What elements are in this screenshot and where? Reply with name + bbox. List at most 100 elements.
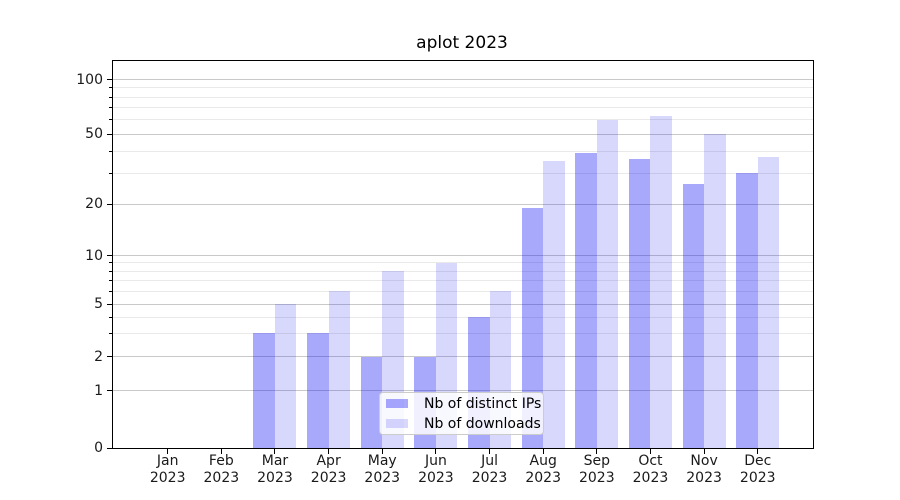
x-label-year: 2023 xyxy=(257,470,293,486)
x-label-year: 2023 xyxy=(364,470,401,486)
legend-label-distinct-ips: Nb of distinct IPs xyxy=(424,395,542,412)
x-axis-tick-label: May 2023 xyxy=(342,453,422,487)
y-axis-minor-tick xyxy=(109,96,112,98)
x-axis-tick-label: Nov 2023 xyxy=(664,453,744,487)
x-label-month: Aug xyxy=(529,453,557,469)
y-axis-tick xyxy=(107,390,112,391)
x-axis-tick xyxy=(167,449,169,454)
bar-downloads-sep xyxy=(596,119,619,448)
x-label-year: 2023 xyxy=(525,470,561,486)
bar-downloads-oct xyxy=(650,116,672,448)
x-axis-tick-label: Oct 2023 xyxy=(610,453,690,487)
x-axis-tick xyxy=(328,449,330,454)
x-label-month: Dec xyxy=(744,453,772,469)
y-axis-minor-tick xyxy=(109,332,112,334)
y-axis-minor-tick xyxy=(109,280,112,282)
y-axis-minor-tick xyxy=(109,262,112,264)
gridline-minor xyxy=(113,262,813,264)
x-label-year: 2023 xyxy=(739,470,776,486)
bar-distinct-ips-mar xyxy=(253,333,275,448)
y-axis-tick-label: 100 xyxy=(76,71,103,88)
legend: Nb of distinct IPs Nb of downloads xyxy=(379,392,544,435)
chart-title: aplot 2023 xyxy=(416,33,508,53)
legend-swatch-distinct-ips xyxy=(386,399,408,408)
x-axis-tick-label: Jul 2023 xyxy=(450,453,530,487)
x-axis-tick xyxy=(703,449,705,454)
x-label-year: 2023 xyxy=(686,470,722,486)
gridline-major xyxy=(113,255,813,256)
y-axis-tick xyxy=(107,447,112,449)
x-label-month: May xyxy=(367,453,397,469)
gridline-minor xyxy=(113,87,813,89)
y-axis-tick xyxy=(107,356,112,357)
gridline-major xyxy=(113,79,813,81)
bar-distinct-ips-aug xyxy=(521,207,544,448)
bar-distinct-ips-oct xyxy=(628,159,651,448)
y-axis-tick-label: 20 xyxy=(85,196,103,212)
y-axis-minor-tick xyxy=(109,290,112,292)
y-axis-tick xyxy=(107,303,112,305)
legend-row-downloads: Nb of downloads xyxy=(386,416,541,432)
x-label-year: 2023 xyxy=(632,470,669,486)
bar-downloads-nov xyxy=(704,134,726,448)
bar-downloads-dec xyxy=(757,157,780,448)
legend-swatch-downloads xyxy=(386,419,408,428)
x-axis-tick xyxy=(381,449,383,454)
gridline-minor xyxy=(113,107,813,109)
bar-distinct-ips-may xyxy=(360,356,383,448)
gridline-minor xyxy=(113,332,813,334)
x-axis-tick-label: Apr 2023 xyxy=(289,453,369,487)
x-axis-tick xyxy=(435,449,437,454)
x-axis-tick xyxy=(596,449,598,454)
x-axis-tick-label: Aug 2023 xyxy=(503,453,583,487)
x-label-year: 2023 xyxy=(471,470,508,486)
plot-area xyxy=(112,60,814,449)
x-axis-tick xyxy=(649,449,651,454)
y-axis-minor-tick xyxy=(109,316,112,318)
x-label-month: Jun xyxy=(424,453,447,469)
y-axis-tick xyxy=(107,203,112,205)
x-label-month: Jul xyxy=(481,453,498,469)
x-label-year: 2023 xyxy=(578,470,615,486)
y-axis-minor-tick xyxy=(109,119,112,121)
legend-row-distinct-ips: Nb of distinct IPs xyxy=(386,396,541,412)
legend-label-downloads: Nb of downloads xyxy=(424,415,541,432)
bar-downloads-aug xyxy=(543,161,565,448)
x-axis-tick xyxy=(542,449,544,454)
x-axis-tick xyxy=(489,449,491,454)
y-axis-tick-label: 5 xyxy=(94,296,103,313)
y-axis-minor-tick xyxy=(109,150,112,152)
gridline-minor xyxy=(113,290,813,292)
y-axis-tick xyxy=(107,255,112,256)
bar-distinct-ips-dec xyxy=(736,173,758,448)
y-axis-tick-label: 1 xyxy=(94,382,103,399)
x-label-year: 2023 xyxy=(203,470,240,486)
gridline-minor xyxy=(113,150,813,152)
gridline-minor xyxy=(113,96,813,98)
bar-downloads-apr xyxy=(328,291,351,448)
x-label-month: Oct xyxy=(638,453,663,469)
bar-distinct-ips-sep xyxy=(575,153,597,448)
gridline-minor xyxy=(113,280,813,282)
x-axis-tick xyxy=(274,449,276,454)
y-axis-tick-label: 50 xyxy=(85,126,103,143)
bar-distinct-ips-nov xyxy=(682,184,705,448)
gridline-minor xyxy=(113,316,813,318)
x-axis-tick xyxy=(757,449,759,454)
x-label-month: Mar xyxy=(261,453,289,469)
x-label-month: Sep xyxy=(583,453,610,469)
gridline-major xyxy=(113,390,813,391)
gridline-major xyxy=(113,133,813,135)
bar-downloads-mar xyxy=(274,304,297,448)
bar-distinct-ips-apr xyxy=(307,333,329,448)
x-label-month: Nov xyxy=(690,453,718,469)
gridline-minor xyxy=(113,270,813,272)
x-label-year: 2023 xyxy=(418,470,454,486)
gridline-minor xyxy=(113,119,813,121)
y-axis-minor-tick xyxy=(109,87,112,89)
x-axis-tick-label: Feb 2023 xyxy=(181,453,261,487)
y-axis-tick-label: 2 xyxy=(94,348,103,365)
y-axis-tick-label: 0 xyxy=(94,440,103,456)
x-axis-tick-label: Mar 2023 xyxy=(235,453,315,487)
